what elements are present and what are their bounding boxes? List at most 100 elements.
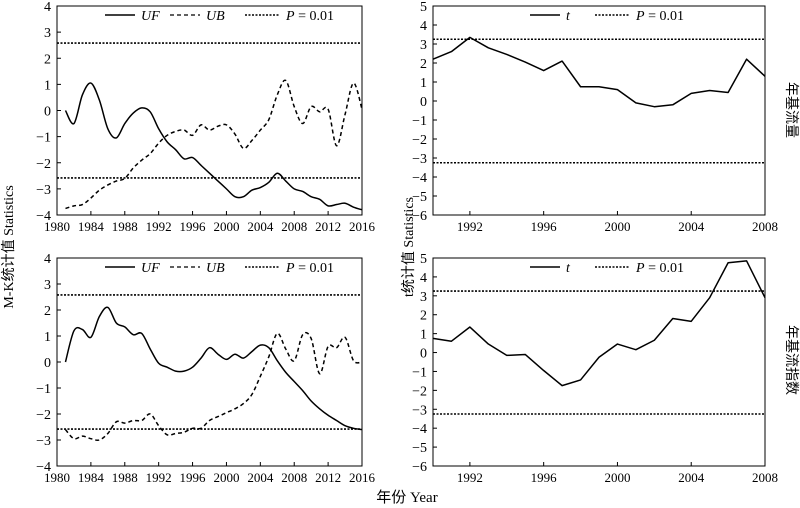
series-line-ub: [64, 331, 363, 442]
legend-label-rest: = 0.01: [295, 261, 334, 276]
y-tick-label: −2: [412, 133, 427, 148]
legend-label: P = 0.01: [635, 261, 684, 276]
y-tick-label: −2: [36, 408, 51, 423]
y-tick-label: −3: [412, 152, 427, 167]
x-tick-label: 2008: [752, 219, 778, 234]
x-tick-label: 1996: [531, 470, 558, 485]
x-tick-label: 1980: [44, 219, 70, 234]
y-tick-label: −3: [36, 183, 51, 198]
chart-panel-top-right: −6 −5 −4 −3 −2 −1 0 1 2 3 4 5 1992 1996 2000 2004 2008 t P…: [412, 0, 778, 234]
series-line-uf: [64, 82, 363, 211]
left-y-axis-label: M-K统计值 Statistics: [1, 185, 17, 308]
y-tick-label: 3: [420, 38, 427, 53]
legend-label-rest: = 0.01: [295, 9, 334, 24]
y-tick-label: −6: [412, 209, 427, 224]
x-tick-label: 2016: [349, 219, 376, 234]
y-tick-label: 2: [420, 57, 427, 72]
legend-label: t: [566, 9, 571, 24]
x-tick-label: 2004: [678, 470, 705, 485]
x-tick-label: 1992: [146, 219, 172, 234]
y-tick-label: −2: [36, 157, 51, 172]
y-tick-label: 1: [420, 328, 427, 343]
y-tick-label: −4: [36, 460, 51, 475]
x-tick-label: 2008: [752, 470, 778, 485]
chart-panel-bottom-right: −6 −5 −4 −3 −2 −1 0 1 2 3 4 5 1992 1996 2000 2004 2008 t P…: [412, 252, 778, 485]
plot-frame: [432, 257, 766, 467]
x-tick-label: 1992: [457, 219, 483, 234]
y-tick-label: 4: [44, 252, 51, 267]
x-tick-label: 2004: [247, 470, 274, 485]
y-tick-label: −1: [36, 131, 51, 146]
x-tick-label: 2000: [604, 219, 630, 234]
row-label-base-flow-index: 年基流指数: [783, 325, 800, 395]
y-tick-label: −5: [412, 441, 427, 456]
y-tick-label: 5: [420, 252, 427, 267]
series-line-ub: [65, 79, 363, 210]
plot-frame: [56, 257, 363, 467]
y-tick-label: −3: [36, 434, 51, 449]
plot-frame: [432, 5, 766, 216]
y-tick-label: 4: [420, 271, 427, 286]
y-tick-label: 3: [44, 278, 51, 293]
x-tick-label: 1992: [457, 470, 483, 485]
x-tick-label: 2000: [213, 219, 239, 234]
x-tick-label: 2008: [281, 470, 307, 485]
legend-label-symbol: P: [285, 9, 295, 24]
y-tick-label: 3: [420, 290, 427, 305]
y-tick-label: 0: [44, 356, 51, 371]
y-tick-label: 4: [420, 19, 427, 34]
series-line-t: [432, 260, 766, 387]
x-tick-label: 2012: [315, 219, 341, 234]
chart-panel-top-left: −4 −3 −2 −1 0 1 2 3 4 1980 1984 1988 1992 1996 2000 200…: [36, 0, 375, 234]
y-tick-label: −1: [412, 365, 427, 380]
y-tick-label: 1: [44, 330, 51, 345]
legend-label: t: [566, 261, 571, 276]
legend-label-rest: = 0.01: [645, 9, 684, 24]
y-tick-label: −3: [412, 403, 427, 418]
y-tick-label: −1: [412, 114, 427, 129]
x-tick-label: 2000: [213, 470, 239, 485]
y-tick-label: −5: [412, 190, 427, 205]
x-tick-label: 1984: [78, 470, 105, 485]
legend-label-symbol: P: [635, 261, 645, 276]
y-tick-label: 0: [44, 105, 51, 120]
x-tick-label: 2004: [247, 219, 274, 234]
x-tick-label: 1996: [531, 219, 558, 234]
y-tick-label: 2: [44, 52, 51, 67]
x-tick-label: 1988: [112, 219, 138, 234]
y-tick-label: 5: [420, 0, 427, 15]
x-tick-label: 2008: [281, 219, 307, 234]
x-tick-label: 2016: [349, 470, 376, 485]
legend-label: UF: [141, 261, 160, 276]
y-tick-label: 1: [420, 76, 427, 91]
y-tick-label: −6: [412, 460, 427, 475]
x-tick-label: 1996: [180, 470, 207, 485]
y-tick-label: −1: [36, 382, 51, 397]
legend-label: UF: [141, 9, 160, 24]
y-tick-label: −4: [36, 209, 51, 224]
x-tick-label: 1988: [112, 470, 138, 485]
y-tick-label: 0: [420, 95, 427, 110]
series-line-uf: [64, 306, 363, 431]
y-tick-label: −4: [412, 422, 427, 437]
x-tick-label: 2004: [678, 219, 705, 234]
legend-label-symbol: P: [635, 9, 645, 24]
row-label-base-flow: 年基流量: [783, 82, 800, 138]
y-tick-label: 1: [44, 78, 51, 93]
y-tick-label: 4: [44, 0, 51, 15]
x-tick-label: 1992: [146, 470, 172, 485]
y-tick-label: 0: [420, 347, 427, 362]
y-tick-label: −4: [412, 171, 427, 186]
x-tick-label: 1984: [78, 219, 105, 234]
series-line-t: [432, 36, 766, 108]
legend-label: P = 0.01: [285, 9, 334, 24]
right-y-axis-label: t统计值 Statistics: [401, 197, 417, 297]
x-tick-label: 2000: [604, 470, 630, 485]
legend-label: UB: [206, 9, 225, 24]
legend-label: P = 0.01: [285, 261, 334, 276]
y-tick-label: 2: [44, 304, 51, 319]
y-tick-label: −2: [412, 384, 427, 399]
